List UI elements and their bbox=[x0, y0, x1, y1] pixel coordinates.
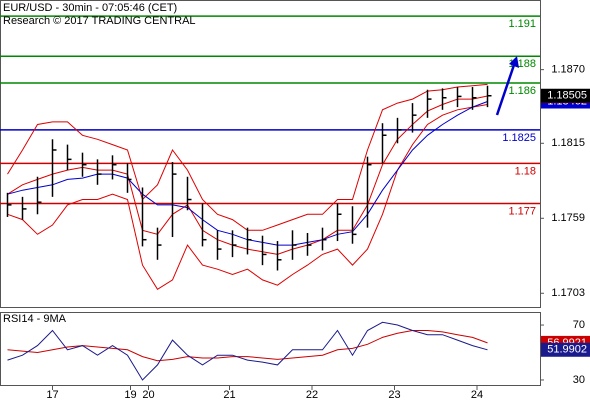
y-tick-label: 30 bbox=[573, 374, 585, 386]
chart-title: EUR/USD - 30min - 07:05:46 (CET) bbox=[3, 2, 177, 14]
y-tick-label: 1.1815 bbox=[551, 137, 585, 149]
y-tick-label: 1.1759 bbox=[551, 212, 585, 224]
rsi-ma-line bbox=[7, 330, 488, 362]
x-tick-label: 17 bbox=[46, 389, 58, 400]
level-label: 1.177 bbox=[508, 205, 536, 217]
plot-layer: 1.18701.18151.17591.17031.1911.1881.1861… bbox=[0, 15, 590, 400]
y-tick-label: 1.1703 bbox=[551, 287, 585, 299]
forecast-arrow bbox=[495, 61, 517, 116]
rsi-line bbox=[7, 321, 488, 381]
band-lower bbox=[7, 104, 488, 290]
value-box bbox=[541, 88, 590, 103]
level-label: 1.191 bbox=[508, 18, 536, 30]
level-label: 1.186 bbox=[508, 85, 536, 97]
y-tick-label: 1.1870 bbox=[551, 64, 585, 76]
y-tick-label: 70 bbox=[573, 319, 585, 331]
x-tick-label: 22 bbox=[306, 389, 318, 400]
x-tick-label: 19 bbox=[124, 389, 136, 400]
price-panel bbox=[0, 0, 541, 308]
value-box-label: 1.18505 bbox=[547, 90, 587, 102]
forecast-arrow-head bbox=[509, 56, 519, 68]
x-tick-label: 20 bbox=[142, 389, 154, 400]
x-tick-label: 24 bbox=[471, 389, 483, 400]
value-box bbox=[541, 342, 590, 357]
x-tick-label: 21 bbox=[223, 389, 235, 400]
rsi-panel bbox=[0, 312, 541, 386]
level-label: 1.1825 bbox=[502, 132, 536, 144]
level-label: 1.18 bbox=[515, 165, 536, 177]
rsi-title: RSI14 - 9MA bbox=[3, 313, 67, 325]
x-tick-label: 23 bbox=[388, 389, 400, 400]
chart-subtitle: Research © 2017 TRADING CENTRAL bbox=[3, 15, 196, 27]
value-box-label: 51.9902 bbox=[547, 344, 587, 356]
